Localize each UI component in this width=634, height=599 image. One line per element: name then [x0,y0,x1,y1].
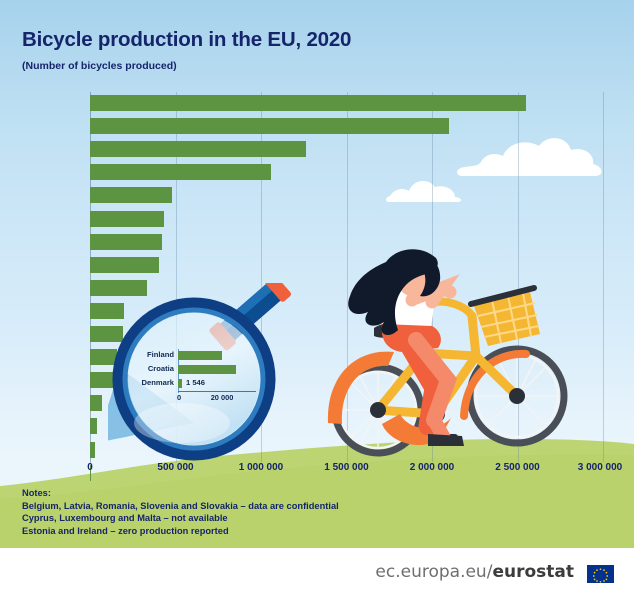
inset-x-tick-label: 20 000 [210,393,234,402]
bar-netherlands [90,279,148,296]
bar-row: Netherlands [90,277,610,300]
magnifying-glass-icon [108,283,291,461]
x-tick-label: 1 000 000 [238,462,284,473]
inset-x-tick-label: 0 [176,393,182,402]
x-tick-label: 0 [87,462,93,473]
eurostat-url[interactable]: ec.europa.eu/eurostat [375,562,574,582]
inset-bar-croatia [178,364,236,374]
url-prefix: ec.europa.eu/ [375,562,493,582]
page-subtitle: (Number of bicycles produced) [22,60,177,72]
notes-block: Notes: Belgium, Latvia, Romania, Sloveni… [22,487,542,537]
bar-row: Greece [90,369,610,392]
x-tick-label: 3 000 000 [577,462,623,473]
bar-row: Lithuania [90,300,610,323]
cloud-small-icon [386,181,462,202]
axis-baseline [90,92,91,464]
inset-bar-row: Croatia [138,363,258,376]
bar-hungary [90,349,118,366]
inset-category-label: Finland [147,350,174,359]
bar-italy [90,118,450,135]
bar-row: Czechia [90,231,610,254]
bar-czechia [90,233,162,250]
gridline [261,92,262,462]
notes-line: Cyprus, Luxembourg and Malta – not avail… [22,513,228,524]
footer: ec.europa.eu/eurostat [0,548,634,599]
x-tick-label: 2 000 000 [409,462,455,473]
bar-row: Spain [90,323,610,346]
notes-heading: Notes: [22,488,51,498]
bar-finland [90,418,97,435]
bar-row: Finland [90,415,610,438]
bar-row: Hungary [90,346,610,369]
eu-flag-icon [587,565,614,583]
bar-row: Denmark [90,462,610,485]
bar-portugal [90,95,526,111]
inset-bar-row: Denmark 1 546 [138,377,258,390]
inset-axis-baseline [178,391,256,392]
bar-row: France [90,208,610,231]
x-tick-label: 2 500 000 [495,462,540,473]
url-brand: eurostat [492,562,574,582]
bar-lithuania [90,302,125,319]
inset-category-label: Croatia [147,364,174,373]
notes-line: Estonia and Ireland – zero production re… [22,525,229,536]
gridline [603,92,604,462]
bar-row: Portugal [90,92,610,115]
bar-poland [90,164,272,181]
bar-france [90,210,165,227]
gridline [175,92,177,462]
x-tick-label: 1 500 000 [324,462,369,473]
x-tick-label: 500 000 [157,462,194,473]
inset-bar-finland [178,350,222,360]
bar-bulgaria [90,187,173,204]
inset-bar-row: Finland [138,349,258,362]
gridline [346,92,348,462]
bar-denmark [90,464,91,481]
bar-row: Sweden [90,392,610,415]
bar-row: Germany [90,138,610,161]
inset-bar-chart: Finland Croatia Denmark 1 546 0 20 000 [138,349,258,415]
bar-row: Poland [90,161,610,184]
inset-category-label: Denmark [141,378,175,387]
bar-row: Croatia [90,439,610,462]
gridline [517,92,519,462]
bar-austria [90,256,160,273]
woman-riding-bicycle-illustration [327,249,568,457]
page-title: Bicycle production in the EU, 2020 [22,28,352,51]
bar-croatia [90,441,96,458]
bar-row: Austria [90,254,610,277]
bar-sweden [90,395,102,412]
bar-row: Bulgaria [90,184,610,207]
bar-row: Italy [90,115,610,138]
cloud-large-icon [456,138,602,176]
inset-data-label: 1 546 [186,377,206,387]
inset-bar-denmark [178,378,182,388]
notes-line: Belgium, Latvia, Romania, Slovenia and S… [22,500,339,511]
bar-spain [90,326,124,342]
bar-germany [90,141,307,158]
bar-greece [90,372,116,389]
